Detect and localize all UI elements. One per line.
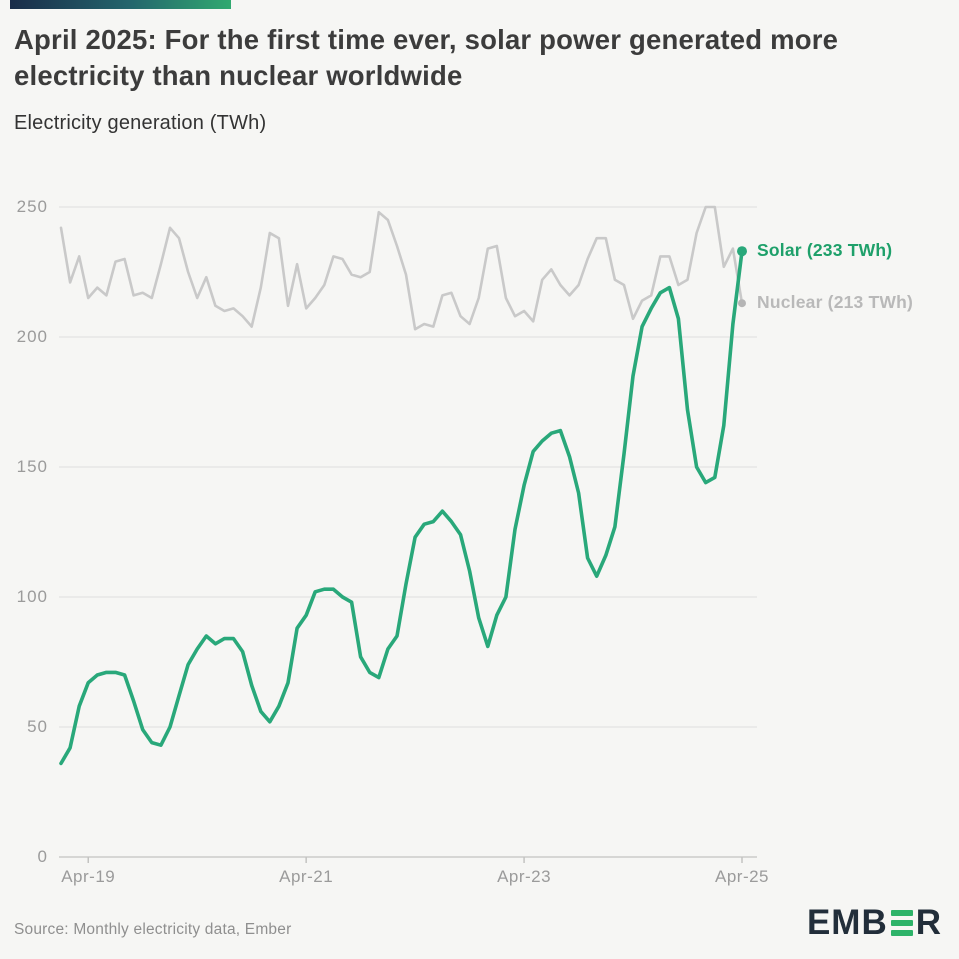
x-tick-label-apr-19: Apr-19	[61, 867, 116, 886]
chart-subtitle: Electricity generation (TWh)	[14, 112, 267, 134]
accent-bar	[10, 0, 231, 9]
x-tick-label-apr-25: Apr-25	[714, 867, 770, 886]
ember-logo-text-r: R	[915, 903, 942, 942]
y-tick-label-100: 100	[16, 587, 48, 606]
x-tick-label-apr-23: Apr-23	[497, 867, 552, 886]
legend-item-nuclear: Nuclear (213 TWh)	[757, 292, 914, 313]
endpoint-dot-solar	[737, 246, 747, 257]
chart-title: April 2025: For the first time ever, sol…	[14, 24, 839, 91]
source-note: Source: Monthly electricity data, Ember	[14, 921, 292, 938]
y-tick-label-150: 150	[16, 457, 48, 476]
x-tick-label-apr-21: Apr-21	[279, 867, 334, 886]
y-tick-label-250: 250	[16, 197, 48, 216]
line-nuclear	[59, 205, 744, 331]
y-tick-label-0: 0	[37, 847, 48, 866]
y-tick-label-50: 50	[27, 717, 48, 736]
y-tick-label-200: 200	[16, 327, 48, 346]
line-solar	[59, 249, 744, 766]
ember-logo-text-emb: EMB	[806, 903, 888, 942]
endpoint-dot-nuclear	[738, 299, 746, 308]
legend-item-solar: Solar (233 TWh)	[757, 240, 893, 261]
ember-logo-e-icon	[890, 909, 913, 937]
ember-logo: EMB R	[807, 903, 942, 943]
